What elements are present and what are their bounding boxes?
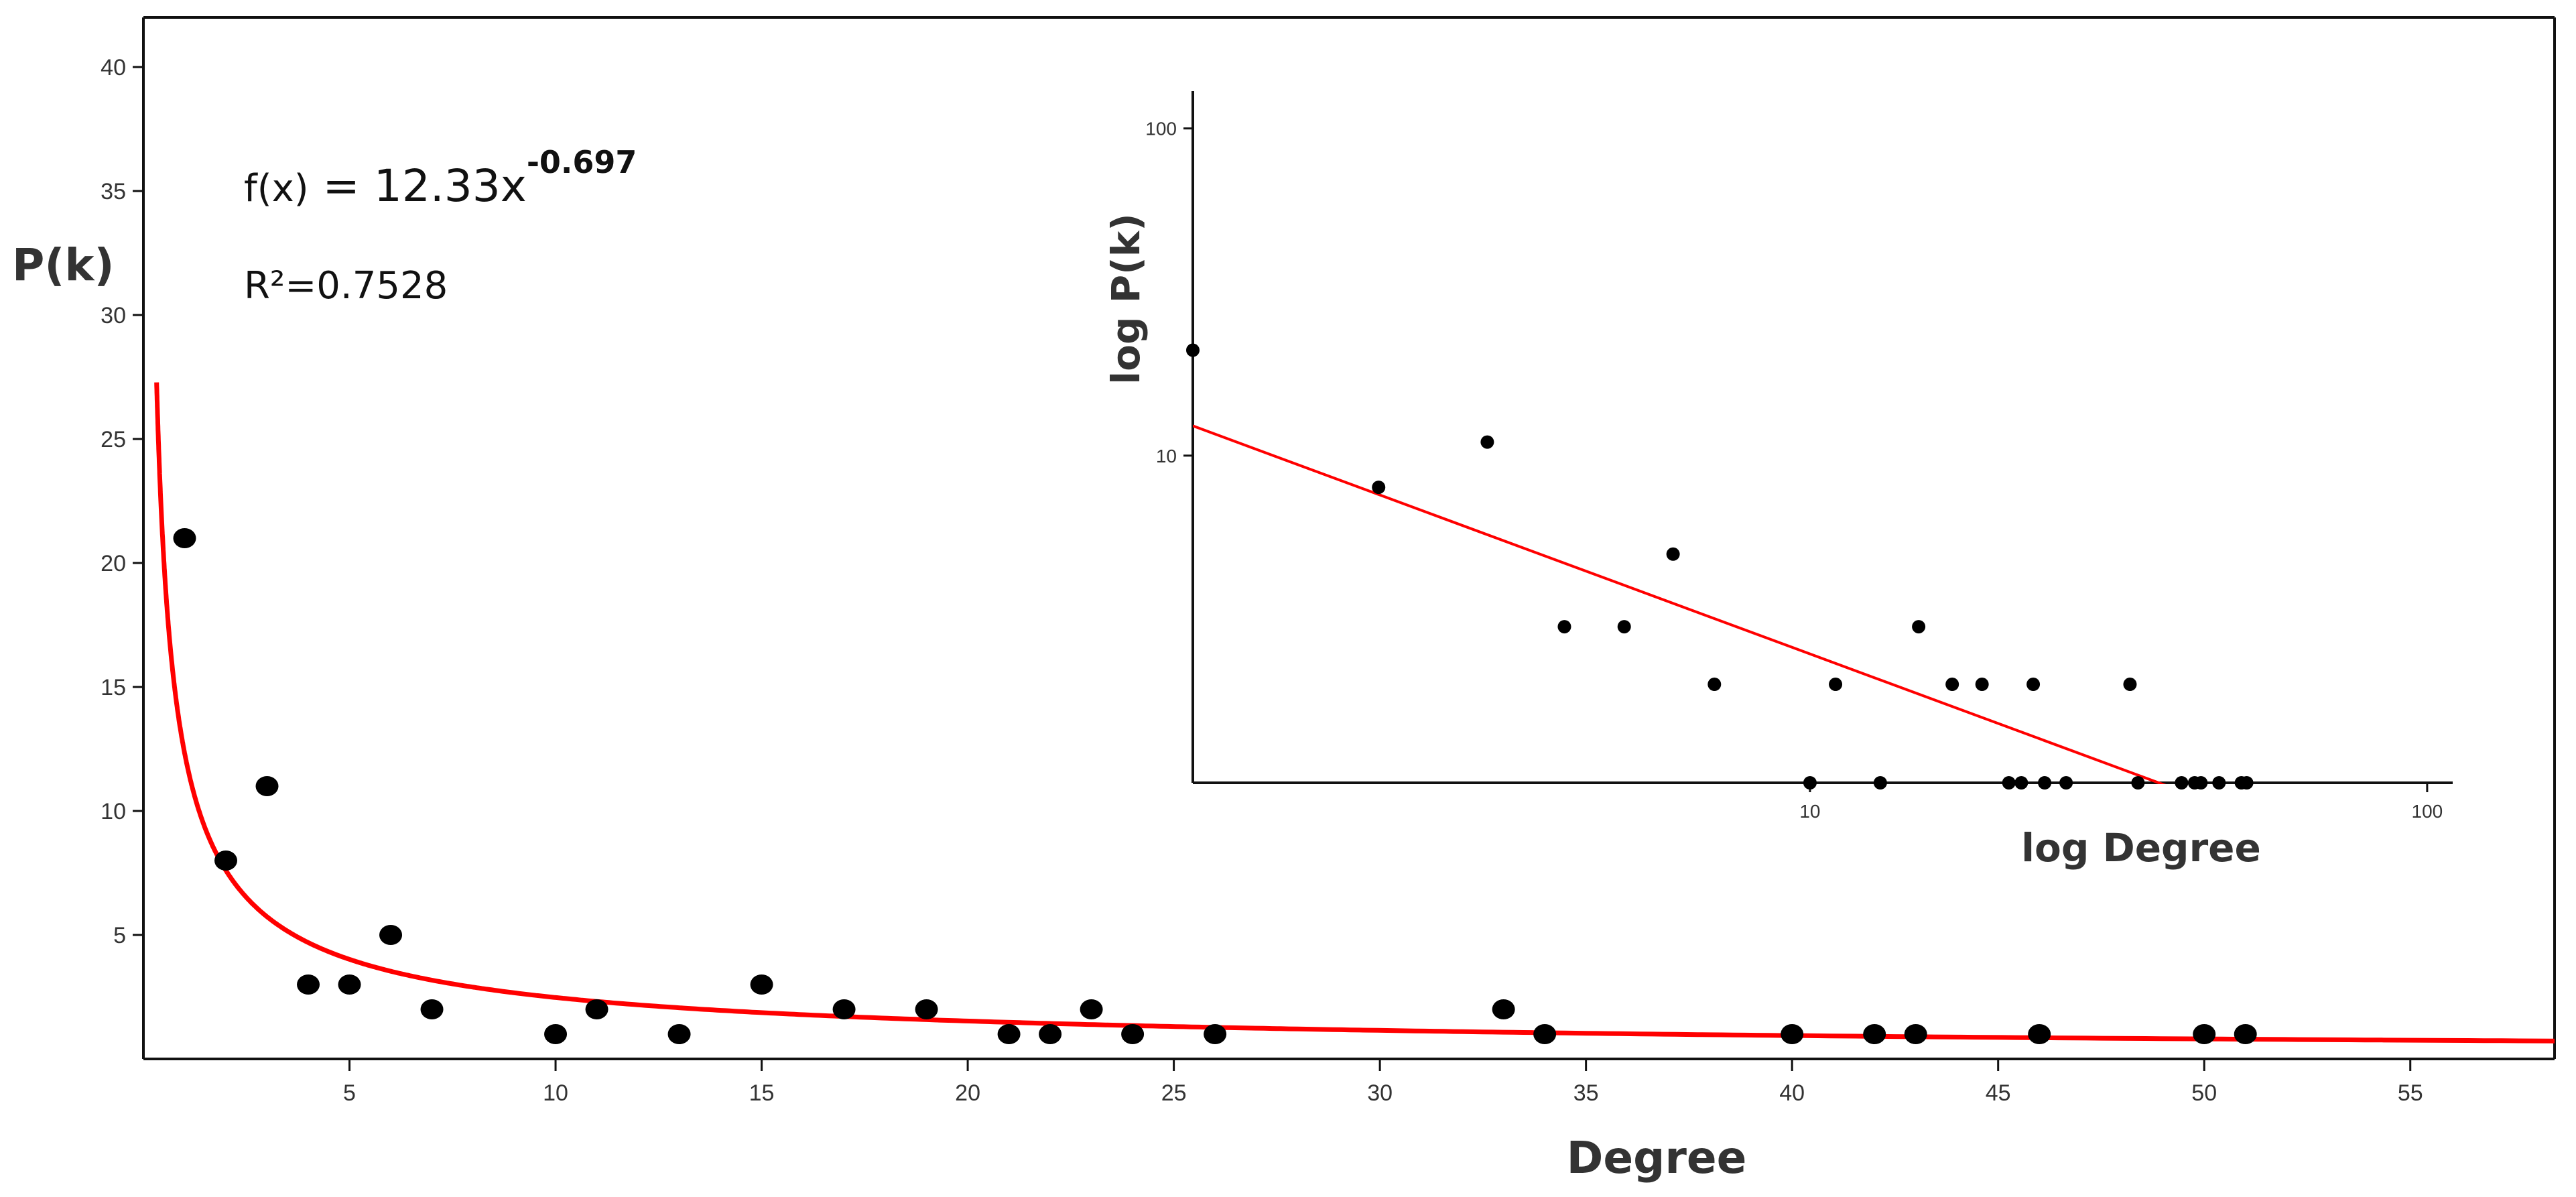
main-x-tick-label-3: 20 xyxy=(955,1080,980,1106)
main-data-point-19 xyxy=(1533,1024,1557,1044)
main-data-point-3 xyxy=(297,974,320,995)
inset-data-point-2 xyxy=(1480,435,1494,449)
main-x-axis-title: Degree xyxy=(1567,1132,1747,1184)
main-data-point-7 xyxy=(544,1024,568,1044)
inset-data-point-17 xyxy=(2059,776,2073,790)
inset-data-point-13 xyxy=(2002,776,2016,790)
main-x-tick-label-5: 30 xyxy=(1367,1080,1393,1106)
inset-data-points xyxy=(1186,343,2254,790)
main-x-tick-label-9: 50 xyxy=(2191,1080,2217,1106)
main-data-point-12 xyxy=(915,999,938,1019)
main-data-point-23 xyxy=(2028,1024,2051,1044)
main-data-point-24 xyxy=(2193,1024,2216,1044)
main-data-point-16 xyxy=(1121,1024,1145,1044)
main-data-point-5 xyxy=(379,925,403,945)
main-data-point-20 xyxy=(1781,1024,1804,1044)
inset-data-point-22 xyxy=(2194,776,2208,790)
main-data-point-22 xyxy=(1904,1024,1927,1044)
inset-chart: 10 100 10 100 log Degree log P(k) xyxy=(1103,91,2453,871)
main-data-point-25 xyxy=(2234,1024,2257,1044)
inset-data-point-19 xyxy=(2131,776,2145,790)
main-x-tick-label-0: 5 xyxy=(343,1080,356,1106)
main-data-point-0 xyxy=(173,528,196,548)
main-y-tick-label-3: 20 xyxy=(101,551,126,576)
fit-equation: f(x) = 12.33x-0.697 xyxy=(244,144,637,212)
inset-data-point-1 xyxy=(1372,481,1386,495)
main-data-point-6 xyxy=(420,999,444,1019)
inset-data-point-25 xyxy=(2240,776,2254,790)
main-x-ticks: 5 10 15 20 25 30 35 40 45 50 55 xyxy=(343,1059,2423,1106)
inset-data-point-4 xyxy=(1617,620,1631,634)
inset-data-point-7 xyxy=(1803,776,1817,790)
inset-data-point-18 xyxy=(2123,678,2137,692)
inset-data-point-16 xyxy=(2038,776,2052,790)
main-data-point-21 xyxy=(1863,1024,1886,1044)
inset-data-point-0 xyxy=(1186,343,1200,357)
inset-x-ticks: 10 100 xyxy=(1799,783,2443,822)
main-data-point-8 xyxy=(585,999,608,1019)
main-y-tick-label-1: 10 xyxy=(101,799,126,824)
main-x-tick-label-2: 15 xyxy=(749,1080,775,1106)
main-data-point-14 xyxy=(1039,1024,1062,1044)
main-y-tick-label-4: 25 xyxy=(101,427,126,452)
main-y-tick-label-5: 30 xyxy=(101,303,126,328)
inset-y-tick-label-1: 100 xyxy=(1145,119,1177,139)
inset-data-point-10 xyxy=(1912,620,1926,634)
main-data-point-11 xyxy=(832,999,856,1019)
inset-fit-line xyxy=(1193,424,2167,784)
fit-equation-prefix: f(x) xyxy=(244,167,309,210)
main-fit-curve xyxy=(154,382,2555,1044)
fit-equation-exponent: -0.697 xyxy=(527,144,637,180)
inset-data-point-12 xyxy=(1975,678,1989,692)
inset-data-point-5 xyxy=(1666,547,1680,561)
main-x-tick-label-1: 10 xyxy=(543,1080,568,1106)
main-chart: 5 10 15 20 25 30 35 40 45 50 55 5 10 15 20 25 30 35 40 De… xyxy=(12,16,2556,1184)
main-data-point-18 xyxy=(1492,999,1515,1019)
main-x-tick-label-7: 40 xyxy=(1779,1080,1805,1106)
inset-data-point-11 xyxy=(1945,678,1959,692)
inset-data-point-6 xyxy=(1708,678,1722,692)
inset-data-point-20 xyxy=(2175,776,2189,790)
inset-data-point-3 xyxy=(1557,620,1571,634)
inset-x-tick-label-1: 100 xyxy=(2412,801,2443,822)
main-data-point-15 xyxy=(1080,999,1103,1019)
main-y-ticks: 5 10 15 20 25 30 35 40 xyxy=(101,55,143,948)
main-y-tick-label-0: 5 xyxy=(113,923,126,948)
main-data-point-10 xyxy=(750,974,773,995)
main-y-axis-title: P(k) xyxy=(12,239,115,291)
inset-x-axis-title: log Degree xyxy=(2021,825,2261,871)
main-x-tick-label-4: 25 xyxy=(1161,1080,1187,1106)
main-x-tick-label-8: 45 xyxy=(1986,1080,2011,1106)
inset-x-tick-label-0: 10 xyxy=(1799,801,1820,822)
inset-data-point-23 xyxy=(2212,776,2226,790)
main-data-points xyxy=(173,528,2257,1044)
fit-equation-body: = 12.33x xyxy=(309,160,527,212)
main-data-point-2 xyxy=(255,776,279,796)
main-x-tick-label-6: 35 xyxy=(1573,1080,1599,1106)
inset-y-ticks: 10 100 xyxy=(1145,119,1193,466)
main-data-point-9 xyxy=(667,1024,691,1044)
main-x-tick-label-10: 55 xyxy=(2398,1080,2423,1106)
inset-data-point-8 xyxy=(1829,678,1843,692)
main-data-point-4 xyxy=(338,974,361,995)
main-data-point-13 xyxy=(997,1024,1021,1044)
main-data-point-1 xyxy=(214,850,238,871)
r-squared-label: R²=0.7528 xyxy=(244,264,448,308)
main-data-point-17 xyxy=(1204,1024,1227,1044)
main-y-tick-label-2: 15 xyxy=(101,675,126,700)
inset-y-axis-title: log P(k) xyxy=(1103,213,1149,385)
inset-y-tick-label-0: 10 xyxy=(1156,446,1177,466)
inset-data-point-15 xyxy=(2026,678,2041,692)
inset-data-point-9 xyxy=(1873,776,1887,790)
main-y-tick-label-7: 40 xyxy=(101,55,126,80)
inset-data-point-14 xyxy=(2014,776,2028,790)
main-y-tick-label-6: 35 xyxy=(101,179,126,204)
